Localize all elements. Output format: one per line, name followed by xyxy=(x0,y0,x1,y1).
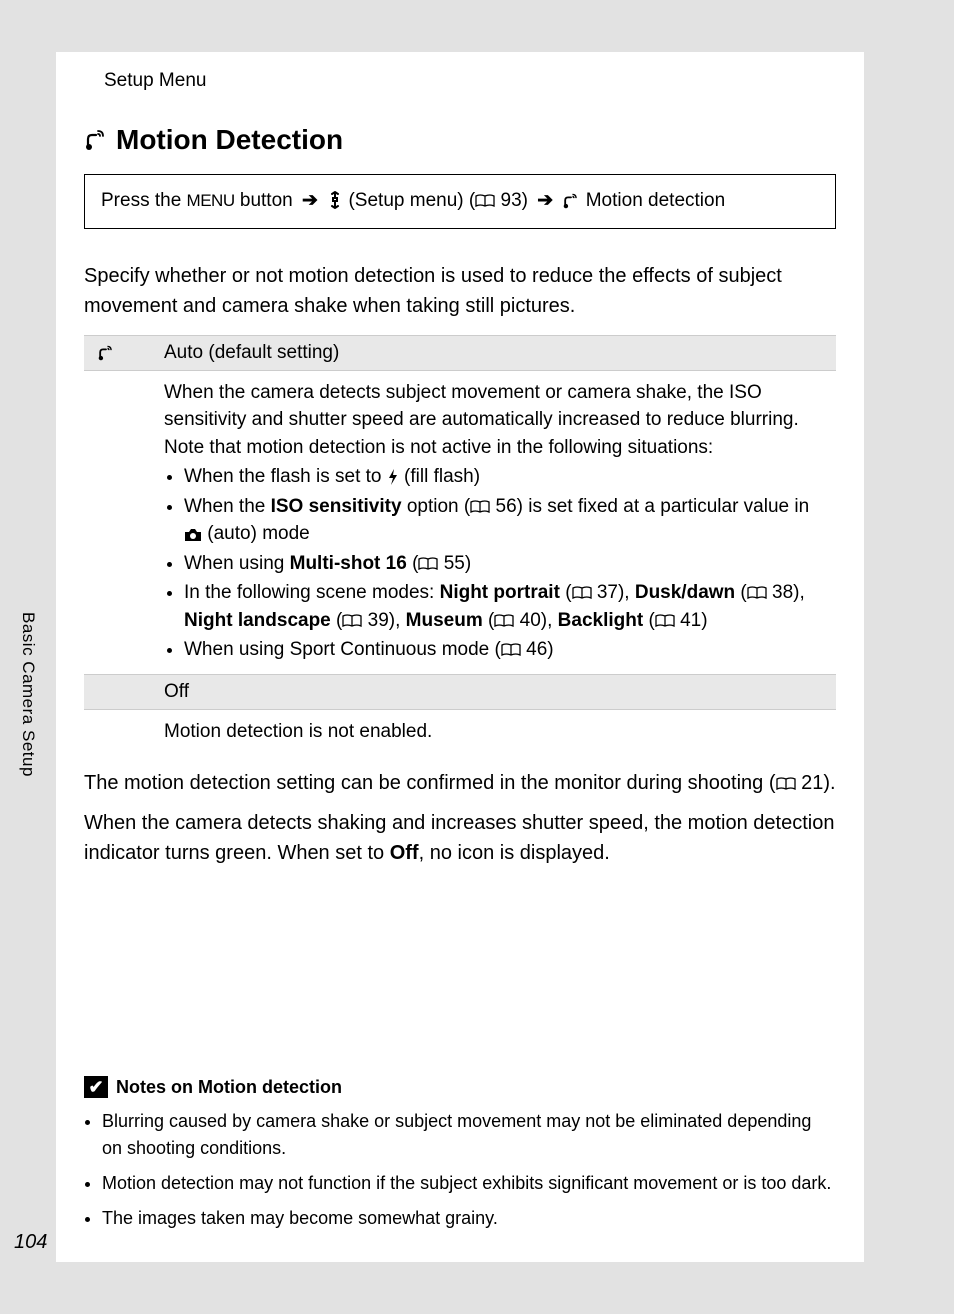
notes-title: Notes on Motion detection xyxy=(116,1077,342,1098)
body-text: When the camera detects subject movement… xyxy=(164,379,828,434)
confirm-text: When the camera detects shaking and incr… xyxy=(84,808,836,868)
list-item: When using Multi-shot 16 ( 55) xyxy=(184,550,828,578)
t: ( xyxy=(735,582,747,603)
motion-detection-icon xyxy=(92,342,120,364)
t: 41) xyxy=(680,610,707,631)
book-icon xyxy=(418,557,438,571)
t: 38), xyxy=(772,582,805,603)
book-icon xyxy=(342,614,362,628)
breadcrumb: Setup Menu xyxy=(104,70,836,92)
book-icon xyxy=(572,586,592,600)
t: 55) xyxy=(444,553,471,574)
nav-text: (Setup menu) ( xyxy=(348,190,475,211)
book-icon xyxy=(494,614,514,628)
t: When the flash is set to xyxy=(184,466,387,487)
t: ( xyxy=(483,610,495,631)
t: (fill flash) xyxy=(399,466,480,487)
t: Night landscape xyxy=(184,610,331,631)
flash-icon xyxy=(387,469,399,485)
book-icon xyxy=(747,586,767,600)
notes-section: ✔ Notes on Motion detection Blurring cau… xyxy=(84,1076,836,1240)
t: 39), xyxy=(368,610,406,631)
body-text: Note that motion detection is not active… xyxy=(164,434,828,462)
list-item: When the ISO sensitivity option ( 56) is… xyxy=(184,493,828,548)
t: , no icon is displayed. xyxy=(419,842,610,864)
t: Multi-shot 16 xyxy=(290,553,407,574)
option-auto-label: Auto (default setting) xyxy=(164,342,339,364)
t: option ( xyxy=(402,496,471,517)
check-icon: ✔ xyxy=(84,1076,108,1098)
t: The motion detection setting can be conf… xyxy=(84,772,776,794)
t: (auto) mode xyxy=(202,523,310,544)
option-auto-header: Auto (default setting) xyxy=(84,335,836,371)
title-text: Motion Detection xyxy=(116,124,343,156)
book-icon xyxy=(655,614,675,628)
t: 37), xyxy=(597,582,635,603)
list-item: Motion detection may not function if the… xyxy=(102,1170,836,1197)
t: 46) xyxy=(526,639,553,660)
motion-detection-icon xyxy=(84,129,108,151)
exceptions-list: When the flash is set to (fill flash) Wh… xyxy=(184,463,828,664)
body-text: Motion detection is not enabled. xyxy=(164,718,828,746)
t: ( xyxy=(643,610,655,631)
t: Off xyxy=(390,842,419,864)
t: When using xyxy=(184,553,290,574)
arrow-icon: ➔ xyxy=(537,190,553,211)
t: 21). xyxy=(801,772,835,794)
t: ( xyxy=(331,610,343,631)
page-title: Motion Detection xyxy=(84,124,836,156)
t: 40), xyxy=(520,610,558,631)
option-auto-body: When the camera detects subject movement… xyxy=(84,371,836,674)
motion-detection-icon xyxy=(562,193,580,209)
book-icon xyxy=(776,777,796,791)
book-icon xyxy=(470,500,490,514)
notes-list: Blurring caused by camera shake or subje… xyxy=(102,1108,836,1232)
t: When using Sport Continuous mode ( xyxy=(184,639,501,660)
t: 56) is set fixed at a particular value i… xyxy=(496,496,810,517)
option-off-header: Off xyxy=(84,674,836,710)
nav-text: Motion detection xyxy=(586,190,725,211)
wrench-icon xyxy=(327,191,343,209)
option-off-label: Off xyxy=(164,681,189,703)
nav-text: button xyxy=(240,190,293,211)
intro-text: Specify whether or not motion detection … xyxy=(84,261,836,321)
list-item: When using Sport Continuous mode ( 46) xyxy=(184,636,828,664)
book-icon xyxy=(475,194,495,208)
t: Dusk/dawn xyxy=(635,582,735,603)
t: Museum xyxy=(406,610,483,631)
page-number: 104 xyxy=(14,1231,47,1254)
t: ( xyxy=(560,582,572,603)
icon-placeholder xyxy=(92,681,120,703)
side-label: Basic Camera Setup xyxy=(18,612,38,777)
list-item: When the flash is set to (fill flash) xyxy=(184,463,828,491)
side-tab: Basic Camera Setup xyxy=(0,52,56,857)
nav-text: 93) xyxy=(501,190,528,211)
nav-path-box: Press the MENU button ➔ (Setup menu) ( 9… xyxy=(84,174,836,229)
t: Night portrait xyxy=(440,582,560,603)
menu-button-label: MENU xyxy=(187,191,235,210)
page-content: Setup Menu Motion Detection Press the ME… xyxy=(56,52,864,1262)
arrow-icon: ➔ xyxy=(302,190,318,211)
t: Backlight xyxy=(558,610,644,631)
t: In the following scene modes: xyxy=(184,582,440,603)
list-item: The images taken may become somewhat gra… xyxy=(102,1205,836,1232)
confirm-text: The motion detection setting can be conf… xyxy=(84,768,836,798)
book-icon xyxy=(501,643,521,657)
option-off-body: Motion detection is not enabled. xyxy=(84,710,836,754)
t: When the xyxy=(184,496,271,517)
list-item: In the following scene modes: Night port… xyxy=(184,579,828,634)
list-item: Blurring caused by camera shake or subje… xyxy=(102,1108,836,1162)
nav-text: Press the xyxy=(101,190,181,211)
camera-icon xyxy=(184,528,202,542)
notes-heading: ✔ Notes on Motion detection xyxy=(84,1076,836,1098)
t: ISO sensitivity xyxy=(271,496,402,517)
t: ( xyxy=(407,553,419,574)
